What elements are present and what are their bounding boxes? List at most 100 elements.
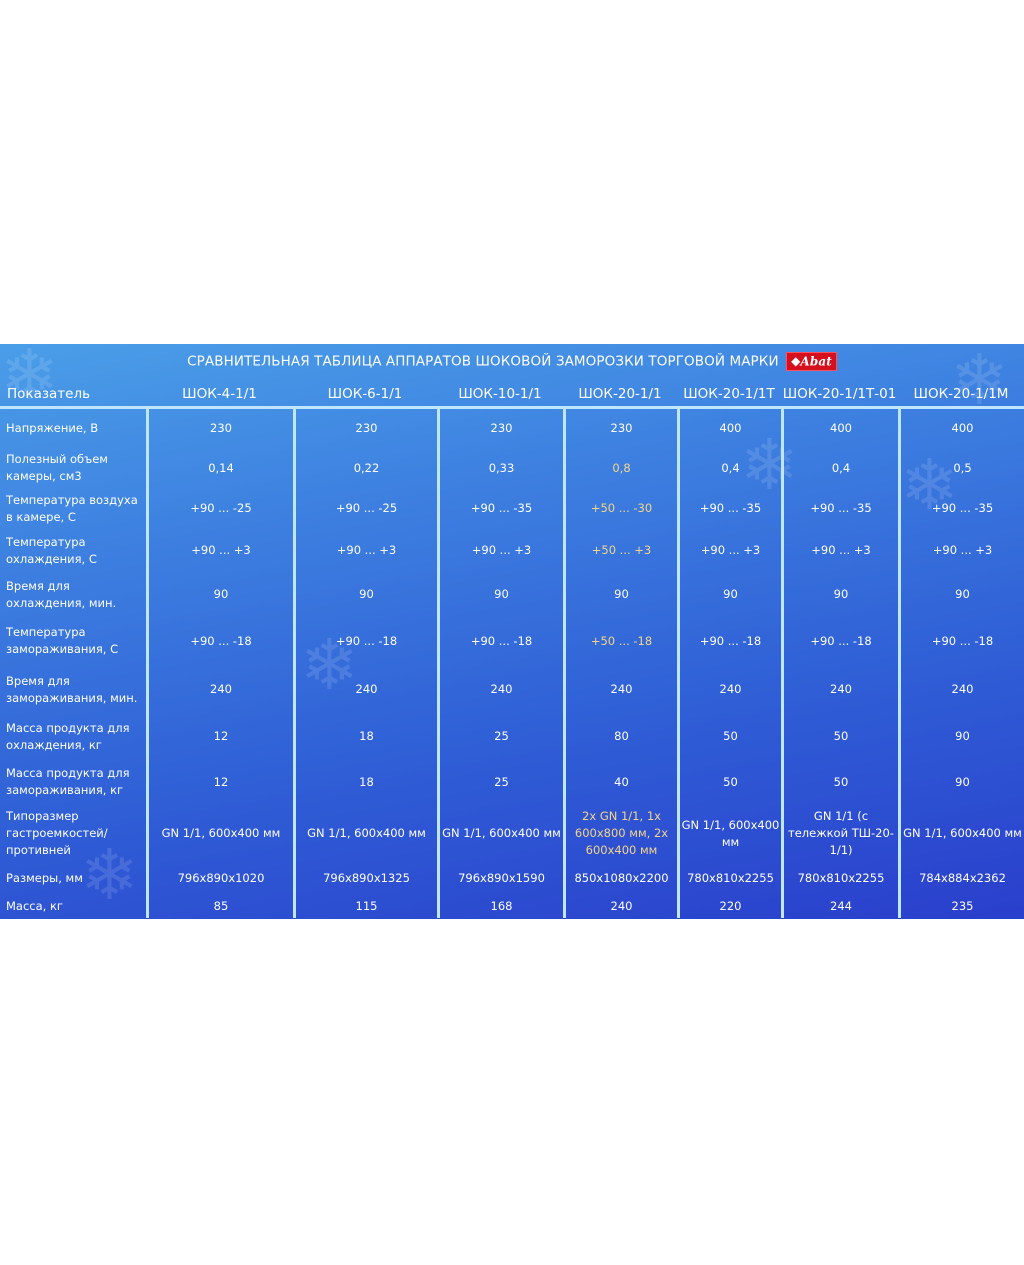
table-cell: 240 <box>437 665 563 714</box>
table-cell: 780x810x2255 <box>677 862 781 894</box>
table-cell: 0,14 <box>146 448 293 488</box>
table-cell: 0,4 <box>781 448 898 488</box>
table-cell: 12 <box>146 759 293 805</box>
table-cell: +90 ... -35 <box>898 488 1024 529</box>
table-cell: 0,8 <box>563 448 677 488</box>
table-cell: 796x890x1325 <box>293 862 437 894</box>
row-label: Полезный объем камеры, см3 <box>6 452 108 483</box>
table-cell: 850x1080x2200 <box>563 862 677 894</box>
title-text: СРАВНИТЕЛЬНАЯ ТАБЛИЦА АППАРАТОВ ШОКОВОЙ … <box>187 353 779 370</box>
table-cell: +90 ... -18 <box>146 617 293 665</box>
row-label: Масса продукта для замораживания, кг <box>6 766 130 797</box>
table-cell: 400 <box>781 409 898 448</box>
table-cell: 12 <box>146 714 293 759</box>
table-cell: 780x810x2255 <box>781 862 898 894</box>
table-cell: +90 ... -18 <box>677 617 781 665</box>
table-cell: 220 <box>677 894 781 918</box>
snowflake-icon: ❄ <box>300 624 359 706</box>
table-cell: 240 <box>563 894 677 918</box>
table-cell: GN 1/1, 600x400 мм <box>293 805 437 862</box>
table-cell: 230 <box>563 409 677 448</box>
table-cell: 0,33 <box>437 448 563 488</box>
column-header-model: ШОК-10-1/1 <box>437 382 563 409</box>
snowflake-icon: ❄ <box>900 444 959 526</box>
table-cell: 25 <box>437 714 563 759</box>
table-cell: +90 ... -18 <box>437 617 563 665</box>
table-cell: 230 <box>437 409 563 448</box>
table-cell: +90 ... -35 <box>677 488 781 529</box>
table-cell: 90 <box>781 572 898 617</box>
table-cell: 90 <box>677 572 781 617</box>
table-cell: 25 <box>437 759 563 805</box>
table-cell: 90 <box>898 714 1024 759</box>
table-cell: 50 <box>781 714 898 759</box>
comparison-table: Показатель ШОК-4-1/1 ШОК-6-1/1 ШОК-10-1/1 ШО… <box>0 382 1024 918</box>
abat-logo: ◆Abat <box>786 352 837 371</box>
table-cell: 85 <box>146 894 293 918</box>
table-cell: +90 ... +3 <box>898 529 1024 572</box>
column-header-parameter: Показатель <box>0 382 146 409</box>
table-cell: +90 ... +3 <box>293 529 437 572</box>
table-cell: 240 <box>293 665 437 714</box>
column-header-model: ШОК-20-1/1Т <box>677 382 781 409</box>
table-cell: 230 <box>293 409 437 448</box>
table-cell: 235 <box>898 894 1024 918</box>
table-cell: +90 ... -18 <box>781 617 898 665</box>
table-cell: 796x890x1020 <box>146 862 293 894</box>
table-cell: +90 ... -35 <box>781 488 898 529</box>
table-cell: GN 1/1, 600x400 мм <box>437 805 563 862</box>
table-cell: +90 ... +3 <box>781 529 898 572</box>
table-cell: 90 <box>563 572 677 617</box>
table-cell: 240 <box>146 665 293 714</box>
table-cell: 230 <box>146 409 293 448</box>
table-cell: 2x GN 1/1, 1x 600x800 мм, 2x 600x400 мм <box>563 805 677 862</box>
column-header-model: ШОК-20-1/1Т-01 <box>781 382 898 409</box>
table-cell: 244 <box>781 894 898 918</box>
table-cell: 90 <box>146 572 293 617</box>
table-cell: +90 ... -18 <box>293 617 437 665</box>
page-title: СРАВНИТЕЛЬНАЯ ТАБЛИЦА АППАРАТОВ ШОКОВОЙ … <box>0 352 1024 371</box>
table-cell: 18 <box>293 759 437 805</box>
table-cell: 40 <box>563 759 677 805</box>
table-cell: 18 <box>293 714 437 759</box>
column-header-model: ШОК-6-1/1 <box>293 382 437 409</box>
row-label: Время для охлаждения, мин. <box>6 578 117 610</box>
table-cell: 240 <box>781 665 898 714</box>
table-cell: 400 <box>898 409 1024 448</box>
table-cell: 50 <box>781 759 898 805</box>
table-cell: GN 1/1, 600x400 мм <box>146 805 293 862</box>
table-cell: +50 ... +3 <box>563 529 677 572</box>
table-cell: +90 ... -25 <box>146 488 293 529</box>
table-cell: 784x884x2362 <box>898 862 1024 894</box>
table-cell: GN 1/1, 600x400 мм <box>898 805 1024 862</box>
table-cell: GN 1/1, 600x400 мм <box>677 805 781 862</box>
table-cell: 240 <box>898 665 1024 714</box>
row-label: Типоразмер гастроемкостей/ противней <box>6 809 108 857</box>
snowflake-icon: ❄ <box>80 834 139 916</box>
table-cell: GN 1/1 (с тележкой ТШ-20-1/1) <box>781 805 898 862</box>
column-header-model: ШОК-20-1/1М <box>898 382 1024 409</box>
table-cell: 400 <box>677 409 781 448</box>
table-cell: 0,4 <box>677 448 781 488</box>
row-label: Напряжение, В <box>6 421 99 435</box>
table-cell: 50 <box>677 714 781 759</box>
snowflake-icon: ❄ <box>0 344 59 416</box>
row-label: Размеры, мм <box>6 870 83 885</box>
table-cell: 168 <box>437 894 563 918</box>
column-header-model: ШОК-20-1/1 <box>563 382 677 409</box>
table-cell: +90 ... -25 <box>293 488 437 529</box>
table-cell: 90 <box>437 572 563 617</box>
table-cell: +50 ... -30 <box>563 488 677 529</box>
table-cell: 240 <box>563 665 677 714</box>
row-label: Масса продукта для охлаждения, кг <box>6 720 130 752</box>
table-cell: 115 <box>293 894 437 918</box>
table-cell: +90 ... +3 <box>146 529 293 572</box>
table-cell: 90 <box>293 572 437 617</box>
table-cell: 0,22 <box>293 448 437 488</box>
table-cell: +90 ... +3 <box>677 529 781 572</box>
row-label: Масса, кг <box>6 898 63 913</box>
table-cell: 80 <box>563 714 677 759</box>
column-header-model: ШОК-4-1/1 <box>146 382 293 409</box>
logo-text: Abat <box>800 354 832 369</box>
table-cell: 240 <box>677 665 781 714</box>
